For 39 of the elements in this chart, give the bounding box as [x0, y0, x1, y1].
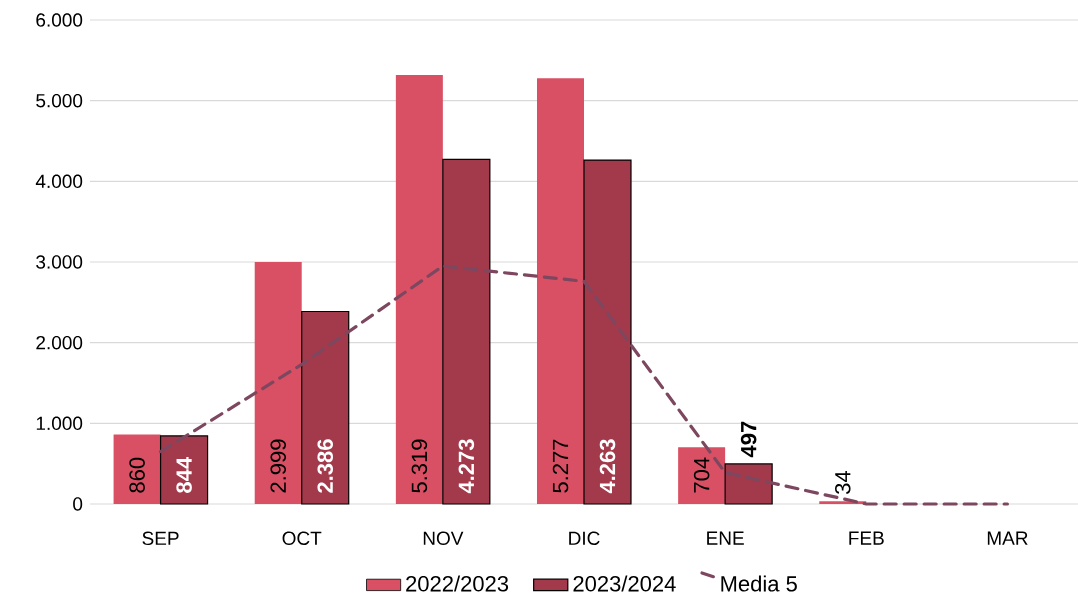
y-tick-label: 5.000 — [36, 93, 83, 108]
bar — [301, 310, 350, 505]
bar — [724, 463, 773, 505]
legend-label: 2022/2023 — [406, 575, 509, 592]
bar — [442, 158, 491, 505]
data-label: 4.263 — [599, 439, 616, 494]
line-series — [158, 264, 1010, 506]
y-tick-label: 0 — [73, 497, 83, 511]
data-label: 704 — [693, 457, 710, 493]
data-label: 497 — [740, 421, 757, 458]
data-label: 5.277 — [552, 439, 569, 493]
x-tick-label: SEP — [142, 531, 179, 546]
data-label: 2.386 — [317, 439, 334, 493]
x-tick-label: FEB — [849, 531, 884, 545]
x-tick-label: ENE — [707, 531, 744, 545]
y-tick-label: 4.000 — [35, 174, 83, 189]
legend-label: 2023/2024 — [573, 575, 676, 592]
bar — [113, 434, 161, 504]
x-tick-label: MAR — [987, 531, 1028, 545]
bar — [254, 262, 302, 504]
data-label: 34 — [835, 471, 851, 494]
y-tick-label: 1.000 — [36, 416, 83, 431]
y-tick-label: 6.000 — [36, 13, 83, 27]
data-label: 4.273 — [458, 439, 475, 494]
legend-label: Media 5 — [721, 575, 797, 592]
data-label: 860 — [129, 457, 145, 493]
x-tick-label: DIC — [569, 531, 600, 546]
bar — [395, 74, 443, 504]
bar — [583, 159, 632, 505]
bar — [159, 435, 209, 505]
bar — [536, 78, 584, 504]
x-tick-label: NOV — [423, 531, 464, 546]
bar — [678, 447, 726, 504]
y-tick-label: 2.000 — [36, 335, 83, 350]
data-label: 5.319 — [411, 439, 428, 493]
x-tick-label: OCT — [282, 531, 322, 546]
data-label: 2.999 — [270, 439, 287, 493]
y-tick-label: 3.000 — [36, 255, 83, 269]
data-label: 844 — [176, 457, 192, 493]
